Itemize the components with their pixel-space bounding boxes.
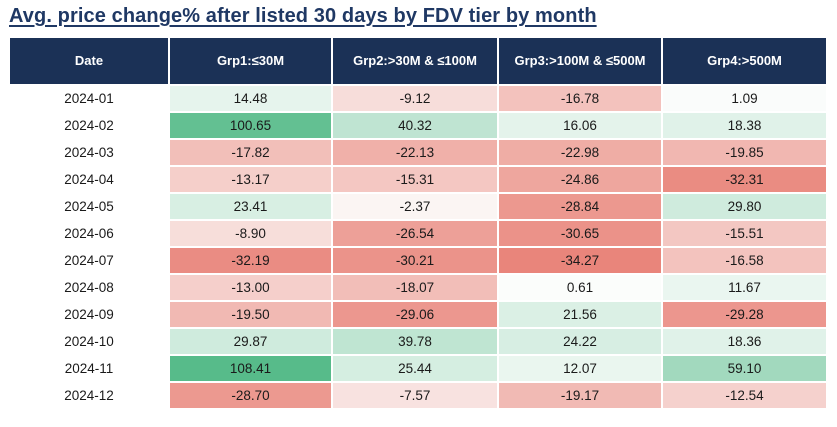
date-cell: 2024-04 [10, 167, 168, 192]
table-row: 2024-09 -19.50 -29.06 21.56 -29.28 [10, 302, 826, 327]
value-cell: -29.06 [333, 302, 497, 327]
value-cell: 25.44 [333, 356, 497, 381]
date-cell: 2024-10 [10, 329, 168, 354]
value-cell: -17.82 [170, 140, 331, 165]
value-cell: 0.61 [499, 275, 661, 300]
value-cell: 12.07 [499, 356, 661, 381]
table-row: 2024-10 29.87 39.78 24.22 18.36 [10, 329, 826, 354]
table-header-row: Date Grp1:≤30M Grp2:>30M & ≤100M Grp3:>100M… [10, 38, 826, 84]
value-cell: 16.06 [499, 113, 661, 138]
value-cell: -2.37 [333, 194, 497, 219]
date-cell: 2024-06 [10, 221, 168, 246]
value-cell: -7.57 [333, 383, 497, 408]
table-row: 2024-02 100.65 40.32 16.06 18.38 [10, 113, 826, 138]
value-cell: -8.90 [170, 221, 331, 246]
page: Avg. price change% after listed 30 days … [8, 5, 828, 410]
value-cell: -32.19 [170, 248, 331, 273]
value-cell: -34.27 [499, 248, 661, 273]
value-cell: -30.21 [333, 248, 497, 273]
table-row: 2024-11 108.41 25.44 12.07 59.10 [10, 356, 826, 381]
table-row: 2024-06 -8.90 -26.54 -30.65 -15.51 [10, 221, 826, 246]
value-cell: -12.54 [663, 383, 826, 408]
chart-title: Avg. price change% after listed 30 days … [9, 5, 597, 27]
value-cell: -29.28 [663, 302, 826, 327]
value-cell: -30.65 [499, 221, 661, 246]
date-cell: 2024-05 [10, 194, 168, 219]
column-header-date: Date [10, 38, 168, 84]
value-cell: -28.70 [170, 383, 331, 408]
value-cell: -19.50 [170, 302, 331, 327]
value-cell: -13.00 [170, 275, 331, 300]
date-cell: 2024-01 [10, 86, 168, 111]
table-row: 2024-05 23.41 -2.37 -28.84 29.80 [10, 194, 826, 219]
value-cell: 18.36 [663, 329, 826, 354]
value-cell: 23.41 [170, 194, 331, 219]
value-cell: -22.13 [333, 140, 497, 165]
value-cell: -13.17 [170, 167, 331, 192]
table-row: 2024-04 -13.17 -15.31 -24.86 -32.31 [10, 167, 826, 192]
value-cell: -24.86 [499, 167, 661, 192]
table-row: 2024-12 -28.70 -7.57 -19.17 -12.54 [10, 383, 826, 408]
date-cell: 2024-12 [10, 383, 168, 408]
value-cell: -28.84 [499, 194, 661, 219]
value-cell: 59.10 [663, 356, 826, 381]
value-cell: -19.85 [663, 140, 826, 165]
column-header-grp1: Grp1:≤30M [170, 38, 331, 84]
value-cell: 11.67 [663, 275, 826, 300]
column-header-grp3: Grp3:>100M & ≤500M [499, 38, 661, 84]
value-cell: -19.17 [499, 383, 661, 408]
column-header-grp4: Grp4:>500M [663, 38, 826, 84]
value-cell: -22.98 [499, 140, 661, 165]
heatmap-table: Date Grp1:≤30M Grp2:>30M & ≤100M Grp3:>100M… [8, 36, 828, 410]
value-cell: -26.54 [333, 221, 497, 246]
date-cell: 2024-02 [10, 113, 168, 138]
table-row: 2024-01 14.48 -9.12 -16.78 1.09 [10, 86, 826, 111]
date-cell: 2024-07 [10, 248, 168, 273]
date-cell: 2024-09 [10, 302, 168, 327]
table-body: 2024-01 14.48 -9.12 -16.78 1.09 2024-02 100.65… [10, 86, 826, 408]
value-cell: 14.48 [170, 86, 331, 111]
value-cell: 1.09 [663, 86, 826, 111]
value-cell: 108.41 [170, 356, 331, 381]
value-cell: 21.56 [499, 302, 661, 327]
value-cell: -9.12 [333, 86, 497, 111]
date-cell: 2024-08 [10, 275, 168, 300]
value-cell: -16.78 [499, 86, 661, 111]
value-cell: 24.22 [499, 329, 661, 354]
value-cell: -15.31 [333, 167, 497, 192]
value-cell: 40.32 [333, 113, 497, 138]
value-cell: 39.78 [333, 329, 497, 354]
value-cell: -15.51 [663, 221, 826, 246]
value-cell: -16.58 [663, 248, 826, 273]
table-row: 2024-03 -17.82 -22.13 -22.98 -19.85 [10, 140, 826, 165]
value-cell: 29.87 [170, 329, 331, 354]
date-cell: 2024-11 [10, 356, 168, 381]
value-cell: -18.07 [333, 275, 497, 300]
value-cell: 18.38 [663, 113, 826, 138]
value-cell: 100.65 [170, 113, 331, 138]
value-cell: 29.80 [663, 194, 826, 219]
value-cell: -32.31 [663, 167, 826, 192]
column-header-grp2: Grp2:>30M & ≤100M [333, 38, 497, 84]
table-row: 2024-08 -13.00 -18.07 0.61 11.67 [10, 275, 826, 300]
date-cell: 2024-03 [10, 140, 168, 165]
table-row: 2024-07 -32.19 -30.21 -34.27 -16.58 [10, 248, 826, 273]
